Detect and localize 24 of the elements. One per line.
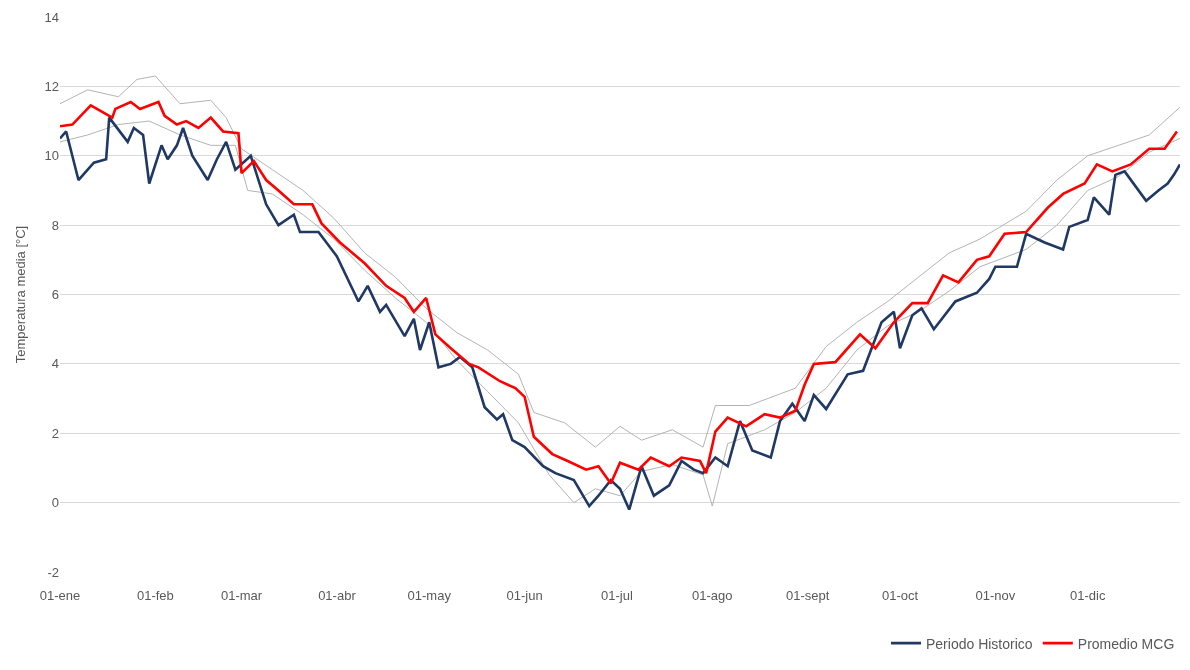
x-tick-label: 01-feb bbox=[136, 588, 174, 603]
x-tick-label: 01-jun bbox=[506, 588, 543, 603]
x-tick-label: 01-nov bbox=[975, 588, 1016, 603]
x-tick-label: 01-ago bbox=[692, 588, 733, 603]
y-tick-label: 10 bbox=[44, 148, 59, 164]
y-tick-label: 2 bbox=[51, 425, 59, 441]
x-tick-label: 01-jul bbox=[601, 588, 633, 603]
x-tick-label: 01-may bbox=[407, 588, 452, 603]
x-tick-label: 01-dic bbox=[1069, 588, 1106, 603]
y-tick-label: -2 bbox=[47, 564, 59, 580]
x-tick-label: 01-mar bbox=[220, 588, 263, 603]
y-axis-title: Temperatura media [°C] bbox=[13, 225, 29, 364]
legend-label: Periodo Historico bbox=[926, 635, 1033, 652]
x-tick-label: 01-abr bbox=[318, 588, 357, 603]
y-tick-label: 4 bbox=[51, 356, 59, 372]
y-tick-label: 8 bbox=[51, 217, 59, 233]
x-tick-label: 01-oct bbox=[881, 588, 919, 603]
legend-label: Promedio MCG bbox=[1077, 635, 1175, 652]
y-tick-label: 0 bbox=[51, 495, 59, 511]
x-tick-label: 01-sept bbox=[786, 588, 830, 603]
y-tick-label: 12 bbox=[44, 78, 59, 94]
y-tick-label: 6 bbox=[51, 287, 59, 303]
x-tick-label: 01-ene bbox=[39, 588, 81, 603]
y-tick-label: 14 bbox=[44, 9, 59, 25]
